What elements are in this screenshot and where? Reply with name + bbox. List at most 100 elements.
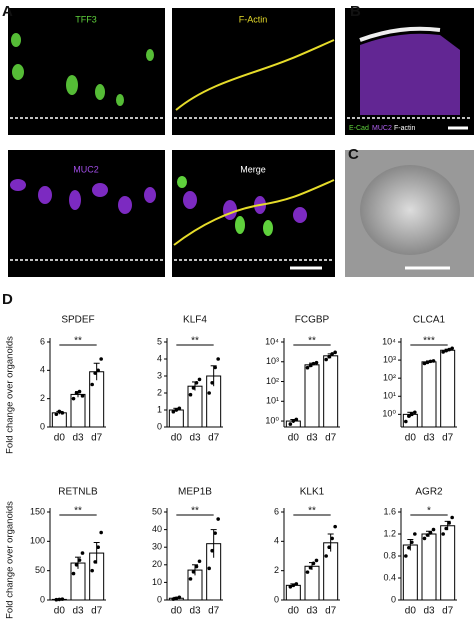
data-point [197,559,202,564]
chart-title: FCGBP [295,315,330,326]
y-tick-label: 0 [40,594,45,604]
x-tick-label: d7 [91,433,103,444]
data-point [431,359,436,363]
data-point [311,561,316,566]
x-tick-label: d7 [442,433,454,444]
x-tick-label: d3 [72,433,84,444]
x-tick-label: d0 [54,606,66,617]
data-point [99,530,103,535]
y-tick-label: 150 [30,506,45,516]
y-tick-label: 30 [152,542,162,552]
image-label: TFF3 [75,14,97,24]
data-point [96,545,100,549]
significance-label: ** [74,506,82,517]
x-tick-label: d3 [423,433,435,444]
data-point [314,360,319,365]
y-tick-label: 50 [152,506,162,516]
panel-label: A [2,3,13,20]
y-tick-label: 2 [40,393,45,403]
data-point [324,357,328,362]
y-tick-label: 0.4 [383,572,396,582]
y-tick-label: 10³ [266,356,279,366]
x-tick-label: d0 [405,433,417,444]
data-point [210,381,214,385]
y-tick-label: 10² [383,373,396,383]
data-point [171,409,176,414]
data-point [333,524,337,529]
data-point [444,526,448,531]
y-tick-label: 2 [157,387,162,397]
x-tick-label: d7 [325,433,337,444]
image-label: E-Cad [349,125,369,132]
data-point [213,531,217,535]
data-point [288,585,293,589]
y-tick-label: 5 [157,336,162,346]
data-point [327,545,331,549]
data-point [428,531,433,535]
data-point [216,357,220,361]
x-tick-label: d0 [288,433,300,444]
data-point [188,577,193,581]
data-point [80,394,85,398]
x-tick-label: d3 [306,606,318,617]
data-point [428,359,433,364]
data-point [194,381,199,385]
data-point [425,360,430,365]
data-point [425,533,430,537]
chart-title: KLF4 [183,315,207,326]
data-point [171,597,176,601]
data-point [197,377,202,382]
data-point [216,517,220,521]
data-point [404,554,408,558]
bar [323,355,339,428]
data-point [54,412,59,417]
image-label: MUC2 [372,125,392,132]
x-tick-label: d0 [288,606,300,617]
x-tick-label: d3 [189,606,201,617]
data-point [450,515,454,520]
data-point [90,568,94,573]
data-point [305,570,310,574]
x-tick-label: d0 [54,433,66,444]
data-point [333,350,337,355]
data-point [174,408,179,412]
data-point [410,540,414,545]
y-tick-label: 4 [157,353,162,363]
y-tick-label: 3 [157,370,162,380]
image-label: MUC2 [73,164,99,174]
data-point [407,545,411,550]
micrograph-a [8,8,335,277]
image-label: F-Actin [239,14,268,24]
data-point [324,554,328,558]
data-point [96,368,100,373]
data-point [447,521,451,525]
significance-label: ** [191,336,199,347]
data-point [57,597,62,602]
data-point [308,363,313,368]
data-point [308,565,313,570]
data-point [93,371,97,375]
y-tick-label: 0 [157,421,162,431]
data-point [330,536,334,541]
y-tick-label: 4 [274,536,279,546]
data-point [305,365,310,370]
x-tick-label: d7 [325,606,337,617]
y-tick-label: 10¹ [266,396,279,406]
data-point [447,347,451,352]
chart-title: CLCA1 [413,315,446,326]
y-tick-label: 0 [274,594,279,604]
x-tick-label: d3 [189,433,201,444]
y-tick-label: 10⁰ [265,415,279,425]
y-tick-label: 4 [40,365,45,375]
y-tick-label: 6 [274,506,279,516]
x-tick-label: d0 [171,606,183,617]
significance-label: ** [74,336,82,347]
data-point [407,414,411,418]
bar [51,412,67,428]
data-point [74,391,79,395]
data-point [327,354,331,359]
image-label: F-actin [394,125,416,132]
data-point [314,558,319,563]
y-tick-label: 1 [157,404,162,414]
